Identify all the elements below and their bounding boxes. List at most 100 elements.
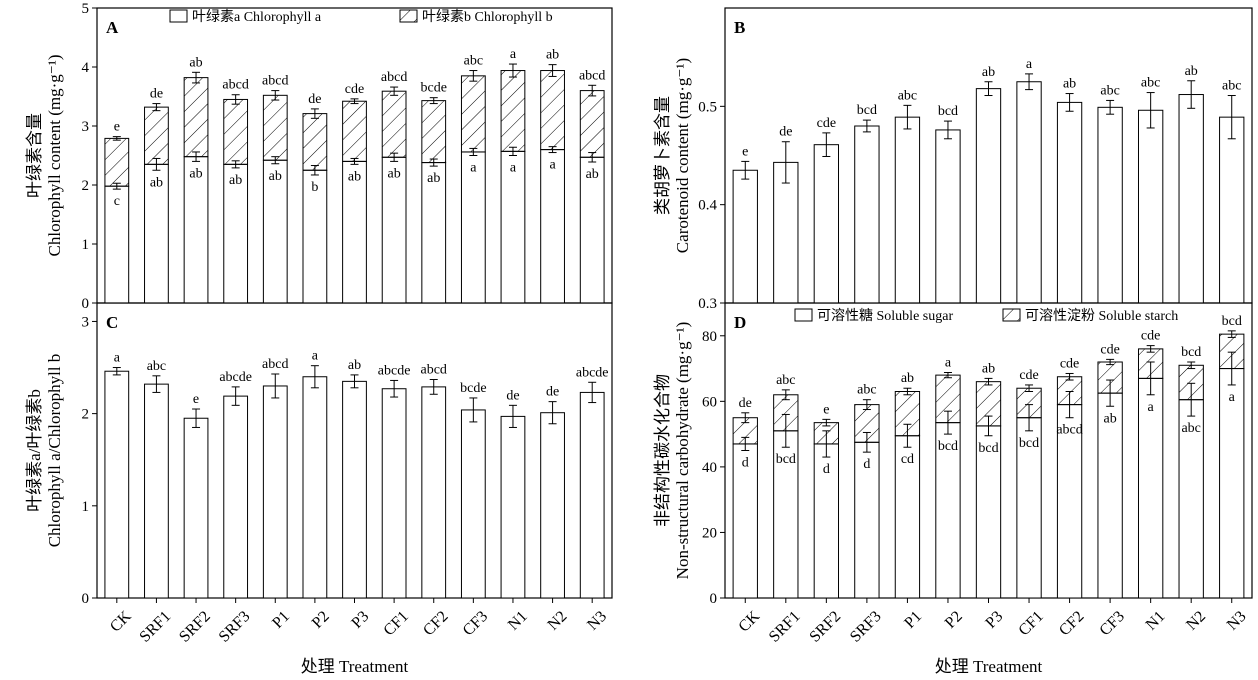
panel-letter: D [734, 313, 746, 332]
sig-letter-bottom: a [470, 161, 477, 176]
bar-P1 [262, 385, 288, 599]
sig-letter: de [779, 125, 792, 140]
y-axis-label-en: Carotenoid content (mg·g⁻¹) [673, 58, 692, 253]
bar-P3 [342, 380, 367, 599]
x-tick-label: SRF1 [766, 608, 804, 646]
bar-N2 [540, 412, 565, 599]
sig-letter-top: bcde [421, 81, 447, 96]
sig-letter: ab [982, 65, 995, 80]
sig-letter-top: de [739, 396, 752, 411]
x-tick-label: N2 [1183, 608, 1209, 634]
panel-letter: B [734, 18, 745, 37]
sig-letter: abcd [262, 357, 288, 372]
legend-label: 叶绿素a Chlorophyll a [192, 9, 322, 25]
sig-letter-bottom: ab [150, 175, 163, 190]
y-axis-label-cn: 叶绿素a/叶绿素b [25, 389, 44, 512]
bar-bottom-N2 [1178, 399, 1204, 599]
sig-letter-top: abcd [381, 70, 407, 85]
x-tick-label: P1 [901, 608, 925, 632]
sig-letter-bottom: ab [348, 169, 361, 184]
sig-letter-bottom: bcd [776, 452, 796, 467]
sig-letter-bottom: ab [189, 166, 202, 181]
legend-swatch [169, 9, 188, 23]
sig-letter-top: cde [1060, 356, 1079, 371]
sig-letter-top: ab [901, 371, 914, 386]
y-tick-label: 3 [82, 119, 90, 135]
sig-letter: abcd [421, 363, 447, 378]
sig-letter-bottom: c [114, 194, 120, 209]
x-tick-label: SRF2 [176, 608, 214, 646]
y-axis-label-cn: 类胡萝卜素含量 [653, 96, 672, 215]
bar-P3 [975, 88, 1002, 304]
panel-letter: C [106, 313, 118, 332]
x-tick-label: CF3 [1096, 608, 1128, 640]
bar-CF2 [1056, 101, 1083, 304]
bar-top-CF2 [421, 100, 447, 164]
x-tick-label: P3 [348, 608, 372, 632]
sig-letter-top: abc [857, 383, 876, 398]
bar-top-P3 [342, 100, 367, 162]
sig-letter: e [742, 144, 748, 159]
sig-letter-top: abcd [262, 74, 288, 89]
sig-letter: ab [1063, 77, 1076, 92]
sig-letter: e [193, 392, 199, 407]
x-axis-label: 处理 Treatment [935, 657, 1043, 676]
sig-letter-bottom: abc [1181, 421, 1200, 436]
sig-letter-top: abc [776, 373, 795, 388]
bar-P2 [935, 129, 961, 304]
sig-letter: ab [1185, 64, 1198, 79]
sig-letter-bottom: ab [229, 173, 242, 188]
sig-letter-top: de [308, 92, 321, 107]
sig-letter-top: ab [546, 48, 559, 63]
bar-SRF2 [183, 417, 209, 599]
y-tick-label: 2 [82, 407, 90, 423]
y-tick-label: 0 [710, 591, 718, 607]
sig-letter-bottom: ab [1104, 411, 1117, 426]
sig-letter-bottom: bcd [1019, 436, 1039, 451]
bar-SRF2 [813, 144, 840, 304]
sig-letter-top: abcd [222, 78, 248, 93]
sig-letter-top: a [510, 47, 517, 62]
legend-swatch [794, 308, 813, 322]
bar-N1 [1137, 109, 1164, 304]
y-tick-label: 1 [82, 499, 90, 515]
sig-letter-top: bcd [1181, 345, 1201, 360]
sig-letter-bottom: ab [586, 167, 599, 182]
bar-top-SRF3 [223, 98, 249, 165]
sig-letter-top: e [114, 120, 120, 135]
sig-letter-bottom: bcd [978, 441, 998, 456]
legend-label: 叶绿素b Chlorophyll b [422, 9, 553, 25]
x-tick-label: N1 [1143, 608, 1169, 634]
bar-bottom-CF3 [1097, 392, 1123, 599]
bar-CF2 [421, 386, 447, 599]
y-tick-label: 0.4 [698, 198, 717, 214]
bar-top-CK [104, 137, 130, 187]
panel-A: 0 1 2 3 4 5 叶绿素含量 Chlorophyll content (mg·g⁻¹) A… [25, 1, 613, 312]
x-tick-label: P2 [309, 608, 333, 632]
sig-letter-top: ab [189, 55, 202, 70]
sig-letter: de [506, 388, 519, 403]
panel-C: 0 1 2 3 叶绿素a/叶绿素b Chlorophyll a/Chlorophyll b… [25, 302, 613, 676]
bar-SRF3 [854, 125, 880, 304]
sig-letter-bottom: a [510, 161, 517, 176]
x-axis-label: 处理 Treatment [301, 657, 409, 676]
y-tick-label: 80 [702, 329, 717, 345]
y-tick-label: 3 [82, 314, 90, 330]
bar-CK [104, 370, 130, 599]
sig-letter: abc [898, 88, 917, 103]
sig-letter: a [312, 349, 319, 364]
bar-SRF1 [144, 383, 169, 599]
bar-top-P2 [302, 113, 328, 171]
bar-CF1 [1016, 81, 1042, 304]
sig-letter-bottom: d [863, 457, 870, 472]
sig-letter-bottom: abcd [1056, 423, 1082, 438]
bar-top-SRF1 [144, 106, 169, 165]
x-tick-label: N3 [1224, 608, 1250, 634]
sig-letter-top: cde [1100, 342, 1119, 357]
sig-letter: a [1026, 57, 1033, 72]
sig-letter: a [114, 351, 121, 366]
sig-letter: abcde [219, 370, 252, 385]
y-axis-label-cn: 叶绿素含量 [25, 113, 44, 198]
y-tick-label: 0.5 [698, 99, 717, 115]
